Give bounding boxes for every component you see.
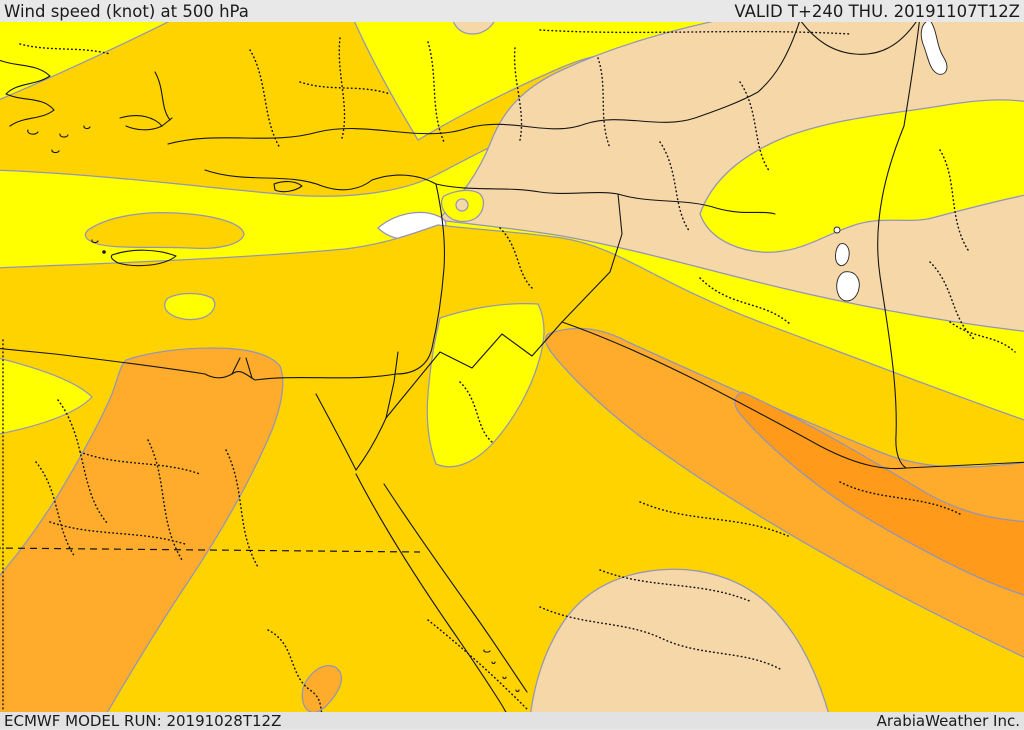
wind-map	[0, 22, 1024, 712]
fill-dark-orange-core	[734, 391, 1024, 596]
coast-marmara	[119, 71, 173, 131]
red-sea-islands	[483, 649, 520, 692]
fill-gold-central	[0, 224, 1024, 712]
model-run-label: ECMWF MODEL RUN: 20191028T12Z	[4, 711, 282, 730]
coast-greece	[0, 59, 55, 127]
jordan-rift-border	[385, 351, 399, 419]
coast-red-sea-west	[355, 473, 507, 712]
border-turkey-syria-iraq	[435, 183, 776, 215]
fill-gold-west-blob	[84, 212, 245, 250]
island-crete	[110, 249, 177, 267]
fill-tan-south	[530, 568, 829, 712]
wind-fill-regions	[0, 22, 1024, 712]
admin-dotted-set-arabia-sudan	[267, 381, 961, 712]
border-syria-iraq	[561, 193, 623, 323]
admin-dotted-set-iran-iraq	[499, 81, 1016, 353]
island-cyprus	[273, 181, 303, 193]
coast-turkey-south	[204, 169, 437, 191]
border-saudi-iraq-kuwait	[561, 321, 1024, 470]
gulf-of-aqaba	[355, 417, 387, 471]
admin-boundaries	[0, 29, 1016, 712]
border-iran-west	[877, 22, 920, 469]
lake-urmia	[920, 22, 948, 75]
gulf-of-suez	[315, 393, 357, 471]
provider-credit: ArabiaWeather Inc.	[876, 711, 1020, 730]
fill-tan-top-tongue	[452, 22, 495, 35]
header-bar: Wind speed (knot) at 500 hPa VALID T+240…	[0, 0, 1024, 22]
lakes	[833, 22, 948, 302]
fill-yellow-west-wedge	[0, 357, 93, 435]
fill-yellow-hole	[164, 292, 216, 321]
lake-razzaza	[836, 271, 860, 302]
island-dot	[102, 250, 106, 254]
coast-red-sea-east	[383, 483, 528, 693]
valid-time-label: VALID T+240 THU. 20191107T12Z	[734, 2, 1020, 21]
fill-orange-egypt	[0, 347, 284, 712]
footer-bar: ECMWF MODEL RUN: 20191028T12Z ArabiaWeat…	[0, 711, 1024, 730]
fill-yellow-jordan-patch	[426, 303, 545, 468]
admin-dotted-set-egypt	[35, 399, 259, 568]
lake-tharthar	[835, 243, 850, 267]
map-title: Wind speed (knot) at 500 hPa	[4, 2, 249, 21]
fill-tan-lebanon-hole	[455, 198, 469, 212]
coastlines-and-borders	[0, 22, 1024, 712]
coast-black-sea	[167, 22, 800, 145]
wind-map-canvas	[0, 22, 1024, 712]
fill-orange-small-blob	[301, 665, 342, 712]
border-jordan-saudi-zigzag	[385, 321, 563, 419]
fill-orange-jet	[544, 327, 1024, 658]
nile-delta-branches	[231, 357, 253, 379]
aegean-islands	[27, 125, 99, 244]
coast-levant-egypt	[0, 183, 446, 381]
admin-dotted-set-turkey	[19, 29, 851, 233]
fill-yellow-ne-band	[699, 99, 1024, 253]
lake-small	[833, 226, 841, 234]
border-caucasus	[800, 22, 917, 55]
